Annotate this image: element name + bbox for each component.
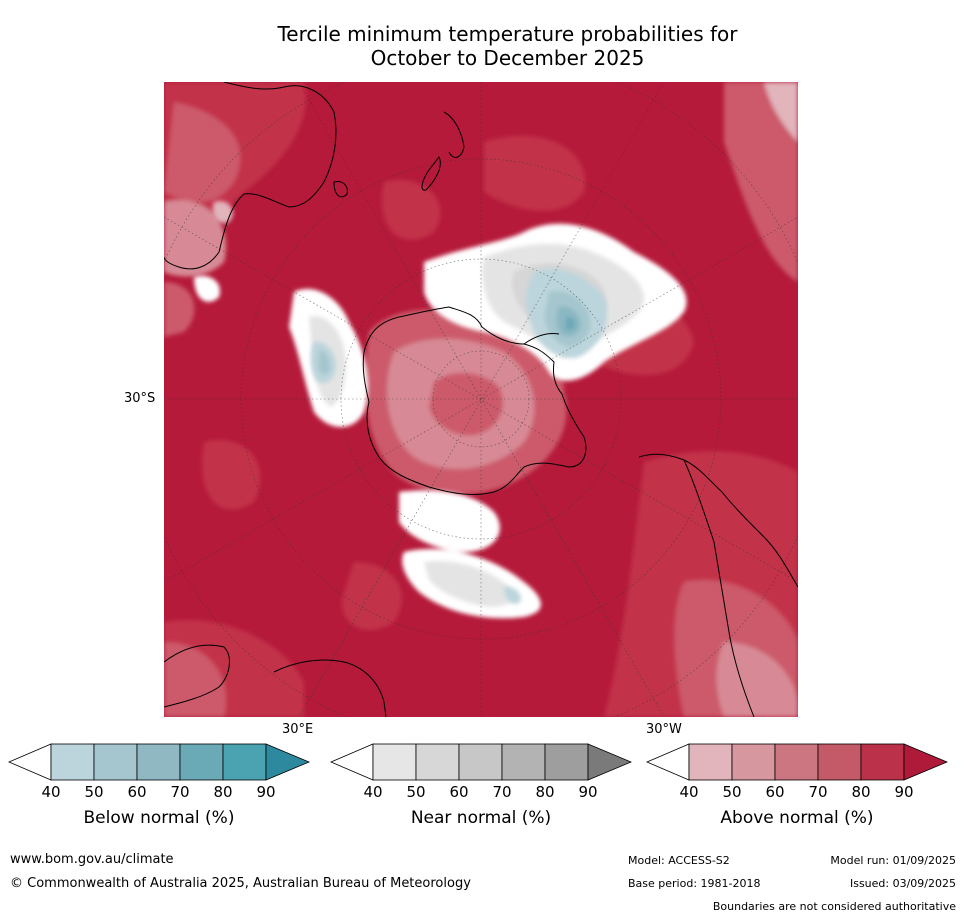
title-line-1: Tercile minimum temperature probabilitie… xyxy=(277,22,738,46)
base-period-text: Base period: 1981-2018 xyxy=(628,877,761,890)
colorbar-tick-label: 80 xyxy=(851,783,871,801)
colorbar-high-extension xyxy=(265,743,310,781)
website-text: www.bom.gov.au/climate xyxy=(10,852,174,867)
colorbar-high-extension xyxy=(903,743,948,781)
colorbar-tick-label: 60 xyxy=(449,783,469,801)
colorbar-segment xyxy=(458,743,503,781)
colorbar-segment xyxy=(415,743,460,781)
copyright-text: © Commonwealth of Australia 2025, Austra… xyxy=(10,876,471,891)
colorbar-low-extension xyxy=(330,743,374,781)
colorbar-tick-label: 80 xyxy=(213,783,233,801)
colorbar-segment xyxy=(774,743,819,781)
colorbar-tick-label: 80 xyxy=(535,783,555,801)
colorbar-tick-label: 90 xyxy=(256,783,276,801)
legend-above-normal-label: Above normal (%) xyxy=(720,808,874,828)
colorbar-tick-label: 60 xyxy=(765,783,785,801)
colorbar-segment xyxy=(136,743,181,781)
colorbar-segment xyxy=(372,743,417,781)
colorbar-segment xyxy=(688,743,733,781)
longitude-label-30w: 30°W xyxy=(646,722,682,737)
colorbar-segment xyxy=(860,743,905,781)
colorbar-tick-label: 50 xyxy=(722,783,742,801)
colorbar-tick-label: 70 xyxy=(492,783,512,801)
colorbar-segment xyxy=(179,743,224,781)
issued-text: Issued: 03/09/2025 xyxy=(849,877,956,890)
colorbar-segment xyxy=(501,743,546,781)
antarctica-region xyxy=(365,309,567,495)
map-title: Tercile minimum temperature probabilitie… xyxy=(0,22,965,70)
legend-near-normal-label: Near normal (%) xyxy=(410,808,552,828)
colorbar-segment xyxy=(222,743,267,781)
colorbar-segment xyxy=(731,743,776,781)
colorbar-high-extension xyxy=(587,743,632,781)
colorbar-segment xyxy=(544,743,589,781)
colorbar-near-normal xyxy=(330,743,632,781)
colorbar-tick-label: 90 xyxy=(894,783,914,801)
probability-map xyxy=(164,82,798,717)
colorbar-segment xyxy=(817,743,862,781)
colorbar-tick-label: 70 xyxy=(808,783,828,801)
model-run-text: Model run: 01/09/2025 xyxy=(830,854,956,867)
colorbar-tick-label: 50 xyxy=(406,783,426,801)
colorbar-tick-label: 60 xyxy=(127,783,147,801)
colorbar-segment xyxy=(50,743,95,781)
graticule xyxy=(164,82,798,717)
colorbar-tick-label: 40 xyxy=(41,783,61,801)
colorbar-low-extension xyxy=(646,743,690,781)
colorbar-tick-label: 90 xyxy=(578,783,598,801)
colorbar-tick-label: 40 xyxy=(679,783,699,801)
longitude-label-30e: 30°E xyxy=(282,722,314,737)
legend-below-normal-label: Below normal (%) xyxy=(83,808,235,828)
model-text: Model: ACCESS-S2 xyxy=(628,854,730,867)
below-normal-regions xyxy=(310,268,608,604)
colorbar-tick-label: 40 xyxy=(363,783,383,801)
colorbar-tick-label: 70 xyxy=(170,783,190,801)
latitude-label-30s: 30°S xyxy=(124,391,156,406)
coastlines xyxy=(164,82,798,717)
colorbar-low-extension xyxy=(8,743,52,781)
disclaimer-text: Boundaries are not considered authoritat… xyxy=(712,900,956,913)
colorbar-tick-label: 50 xyxy=(84,783,104,801)
above-normal-patches xyxy=(164,82,798,717)
colorbar-below-normal xyxy=(8,743,310,781)
colorbar-segment xyxy=(93,743,138,781)
map-svg xyxy=(164,82,798,717)
title-line-2: October to December 2025 xyxy=(370,46,645,70)
colorbar-above-normal xyxy=(646,743,948,781)
